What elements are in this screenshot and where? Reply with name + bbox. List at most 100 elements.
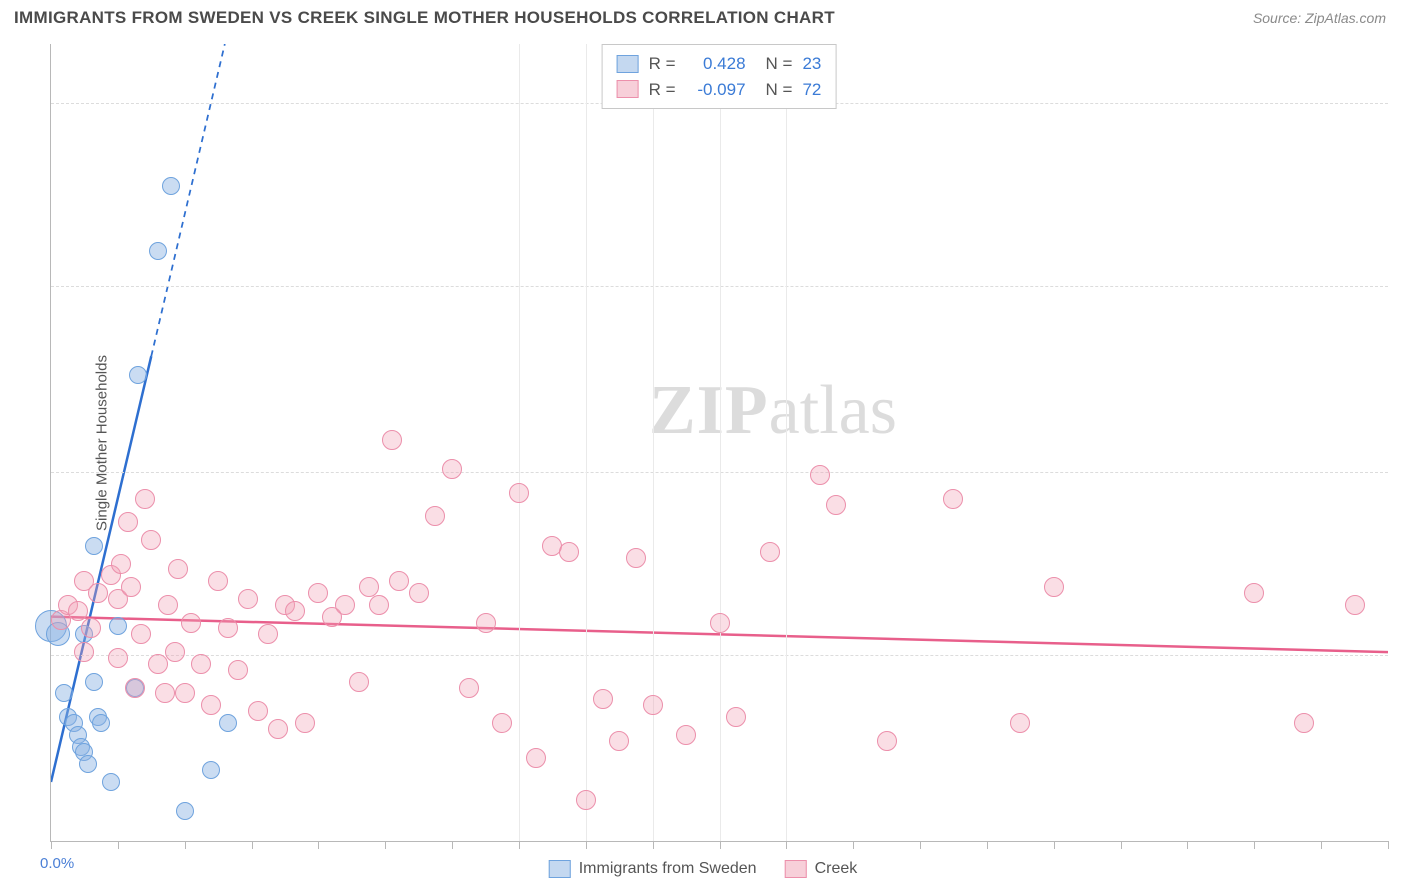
chart-area: ZIPatlas 6.3%12.5%18.8%25.0% Single Moth…: [50, 44, 1388, 842]
data-point: [382, 430, 402, 450]
data-point: [125, 678, 145, 698]
x-tick: [252, 841, 253, 849]
data-point: [576, 790, 596, 810]
data-point: [1294, 713, 1314, 733]
data-point: [509, 483, 529, 503]
data-point: [476, 613, 496, 633]
data-point: [68, 601, 88, 621]
x-tick: [1054, 841, 1055, 849]
gridline-v: [786, 44, 787, 841]
x-tick: [720, 841, 721, 849]
x-tick: [385, 841, 386, 849]
data-point: [308, 583, 328, 603]
data-point: [559, 542, 579, 562]
gridline-v: [519, 44, 520, 841]
data-point: [55, 684, 73, 702]
x-axis-min-label: 0.0%: [40, 855, 74, 872]
data-point: [335, 595, 355, 615]
data-point: [168, 559, 188, 579]
chart-title: IMMIGRANTS FROM SWEDEN VS CREEK SINGLE M…: [14, 8, 835, 28]
x-tick: [786, 841, 787, 849]
data-point: [202, 761, 220, 779]
data-point: [409, 583, 429, 603]
legend-item: Creek: [785, 860, 858, 878]
data-point: [108, 648, 128, 668]
y-axis-title: Single Mother Households: [93, 355, 110, 531]
y-tick-label: 6.3%: [1398, 647, 1406, 664]
data-point: [238, 589, 258, 609]
data-point: [74, 642, 94, 662]
data-point: [626, 548, 646, 568]
data-point: [826, 495, 846, 515]
legend-r-value: 0.428: [686, 51, 746, 77]
data-point: [1010, 713, 1030, 733]
watermark-zip: ZIP: [649, 372, 769, 449]
y-tick-label: 12.5%: [1398, 464, 1406, 481]
data-point: [810, 465, 830, 485]
legend-row: R =-0.097N =72: [617, 77, 822, 103]
data-point: [176, 802, 194, 820]
source-attribution: Source: ZipAtlas.com: [1253, 10, 1386, 26]
data-point: [135, 489, 155, 509]
legend-r-label: R =: [649, 51, 676, 77]
data-point: [609, 731, 629, 751]
data-point: [208, 571, 228, 591]
data-point: [129, 366, 147, 384]
data-point: [425, 506, 445, 526]
x-tick: [853, 841, 854, 849]
x-tick: [586, 841, 587, 849]
legend-swatch: [617, 80, 639, 98]
x-tick: [1121, 841, 1122, 849]
watermark: ZIPatlas: [649, 371, 897, 451]
data-point: [92, 714, 110, 732]
data-point: [295, 713, 315, 733]
x-tick: [519, 841, 520, 849]
data-point: [158, 595, 178, 615]
data-point: [285, 601, 305, 621]
data-point: [165, 642, 185, 662]
legend-swatch: [785, 860, 807, 878]
x-tick: [452, 841, 453, 849]
x-tick: [1388, 841, 1389, 849]
data-point: [1345, 595, 1365, 615]
gridline-v: [653, 44, 654, 841]
legend-swatch: [549, 860, 571, 878]
data-point: [459, 678, 479, 698]
gridline-v: [586, 44, 587, 841]
data-point: [218, 618, 238, 638]
data-point: [102, 773, 120, 791]
data-point: [111, 554, 131, 574]
legend-swatch: [617, 55, 639, 73]
data-point: [228, 660, 248, 680]
data-point: [676, 725, 696, 745]
data-point: [943, 489, 963, 509]
x-tick: [51, 841, 52, 849]
legend-n-label: N =: [766, 77, 793, 103]
data-point: [79, 755, 97, 773]
data-point: [1244, 583, 1264, 603]
data-point: [219, 714, 237, 732]
data-point: [109, 617, 127, 635]
data-point: [726, 707, 746, 727]
data-point: [710, 613, 730, 633]
x-tick: [1187, 841, 1188, 849]
legend-n-value: 23: [802, 51, 821, 77]
x-axis-max-label: 40.0%: [1396, 855, 1406, 872]
data-point: [81, 618, 101, 638]
x-tick: [987, 841, 988, 849]
source-name: ZipAtlas.com: [1305, 10, 1386, 26]
legend-n-value: 72: [802, 77, 821, 103]
series-legend: Immigrants from SwedenCreek: [549, 860, 858, 878]
legend-label: Creek: [815, 860, 858, 878]
legend-r-label: R =: [649, 77, 676, 103]
gridline-v: [720, 44, 721, 841]
x-tick: [920, 841, 921, 849]
data-point: [877, 731, 897, 751]
data-point: [643, 695, 663, 715]
x-tick: [318, 841, 319, 849]
data-point: [131, 624, 151, 644]
data-point: [118, 512, 138, 532]
x-tick: [118, 841, 119, 849]
x-tick: [653, 841, 654, 849]
data-point: [442, 459, 462, 479]
